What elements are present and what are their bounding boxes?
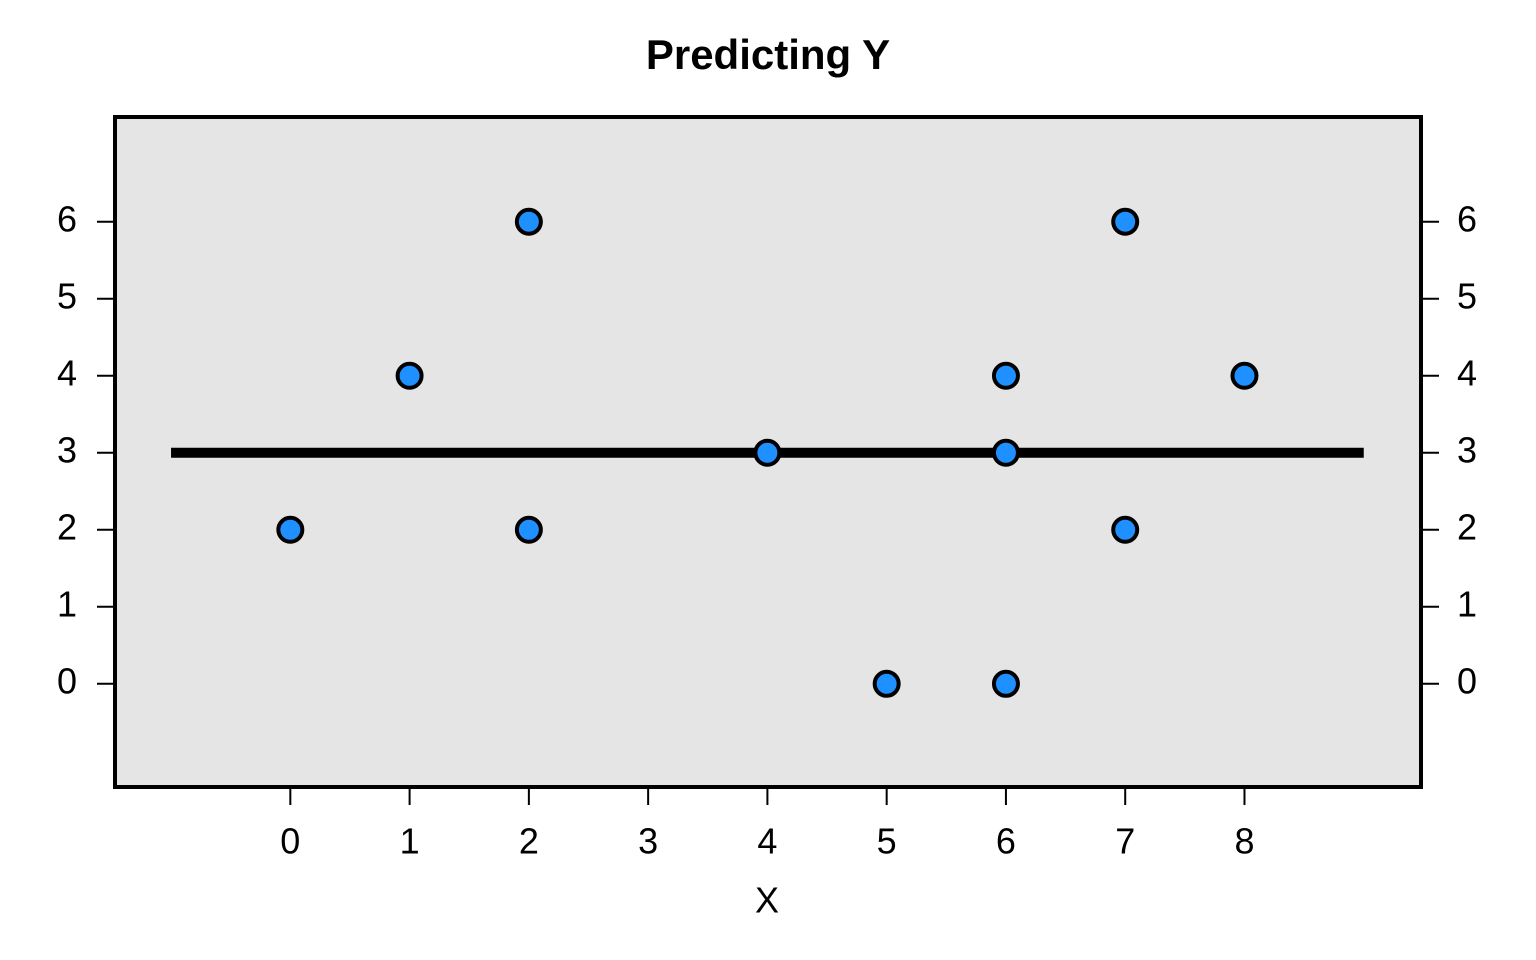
y-tick-label-right: 6 bbox=[1457, 198, 1477, 239]
y-tick-label: 4 bbox=[57, 352, 77, 393]
x-tick-label: 3 bbox=[638, 821, 658, 862]
point bbox=[395, 361, 424, 390]
point bbox=[872, 669, 901, 698]
y-tick-label-right: 1 bbox=[1457, 583, 1477, 624]
x-tick-label: 8 bbox=[1234, 821, 1254, 862]
point bbox=[991, 669, 1020, 698]
point bbox=[753, 438, 782, 467]
y-tick-label-right: 0 bbox=[1457, 660, 1477, 701]
point bbox=[991, 438, 1020, 467]
y-tick-label: 2 bbox=[57, 506, 77, 547]
y-tick-label-right: 4 bbox=[1457, 352, 1477, 393]
plot-border bbox=[113, 115, 1423, 789]
y-tick-label-right: 3 bbox=[1457, 429, 1477, 470]
point bbox=[514, 515, 543, 544]
y-tick-label: 3 bbox=[57, 429, 77, 470]
y-tick-label: 0 bbox=[57, 660, 77, 701]
x-axis-label: X bbox=[755, 880, 779, 921]
x-tick-label: 0 bbox=[280, 821, 300, 862]
y-tick-label-right: 5 bbox=[1457, 275, 1477, 316]
point bbox=[1111, 515, 1140, 544]
point bbox=[1230, 361, 1259, 390]
point bbox=[276, 515, 305, 544]
point bbox=[1111, 207, 1140, 236]
x-tick-label: 2 bbox=[519, 821, 539, 862]
chart-title: Predicting Y bbox=[646, 31, 890, 78]
y-tick-label: 6 bbox=[57, 198, 77, 239]
x-tick-label: 7 bbox=[1115, 821, 1135, 862]
x-tick-label: 1 bbox=[400, 821, 420, 862]
y-tick-label: 5 bbox=[57, 275, 77, 316]
x-tick-label: 6 bbox=[996, 821, 1016, 862]
point bbox=[991, 361, 1020, 390]
x-tick-label: 5 bbox=[877, 821, 897, 862]
x-tick-label: 4 bbox=[757, 821, 777, 862]
y-tick-label: 1 bbox=[57, 583, 77, 624]
y-tick-label-right: 2 bbox=[1457, 506, 1477, 547]
point bbox=[514, 207, 543, 236]
